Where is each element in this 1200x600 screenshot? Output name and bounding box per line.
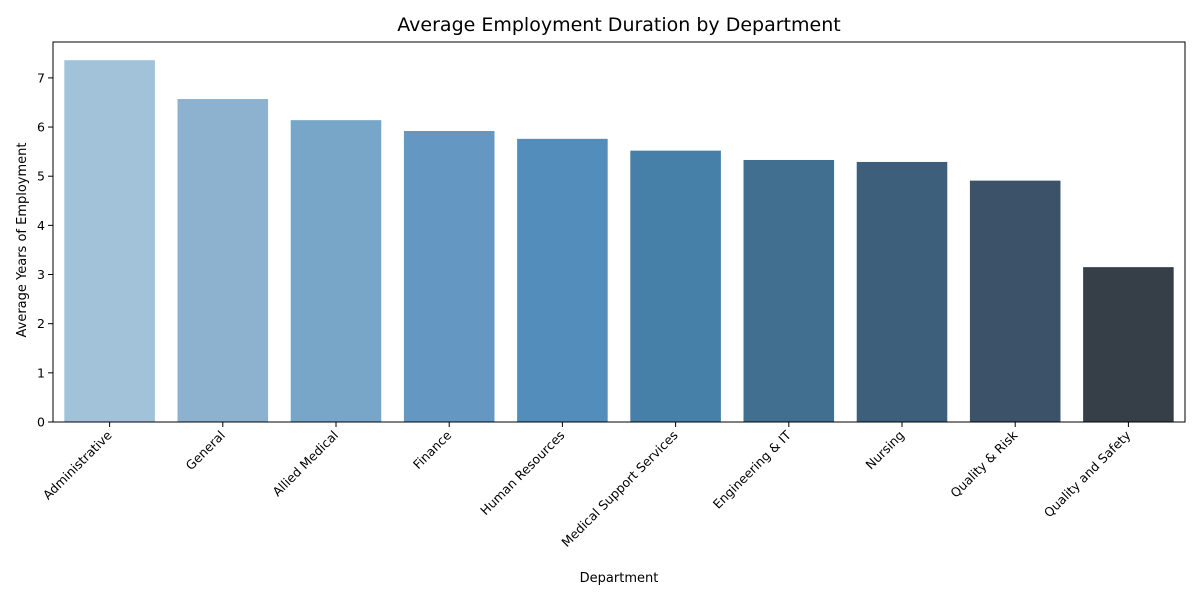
bar-7 [856,161,948,423]
x-tick-label-8: Quality & Risk [947,427,1021,501]
x-tick-label-2: Allied Medical [269,428,341,500]
plot-frame [52,41,1186,423]
bar-3 [403,130,495,422]
y-axis-label: Average Years of Employment [15,143,30,338]
y-tick-label-5: 5 [37,169,45,184]
y-tick-label-4: 4 [37,218,45,233]
y-tick-label-3: 3 [37,267,45,282]
y-tick-label-7: 7 [37,70,45,85]
x-tick-label-0: Administrative [40,427,115,502]
y-tick-label-1: 1 [37,365,45,380]
y-tick-label-6: 6 [37,120,45,135]
bar-2 [290,120,382,423]
y-tick-label-2: 2 [37,316,45,331]
y-tick-label-0: 0 [37,415,45,430]
x-tick-label-3: Finance [410,427,455,472]
bar-0 [64,60,155,422]
x-tick-label-1: General [182,428,227,473]
x-tick-label-9: Quality and Safety [1041,427,1134,520]
y-axis: 0 1 2 3 4 5 6 7 [37,70,53,430]
x-tick-label-7: Nursing [862,428,907,473]
x-axis-label: Department [580,571,659,586]
bar-1 [177,99,269,422]
x-tick-label-6: Engineering & IT [710,427,794,511]
x-axis: Administrative General Allied Medical Finan… [40,422,1134,550]
bar-9 [1083,267,1174,422]
x-tick-label-4: Human Resources [477,428,567,518]
bar-4 [517,138,608,423]
bars-group [64,60,1174,423]
chart-title: Average Employment Duration by Departmen… [397,14,840,36]
bar-6 [743,159,835,423]
bar-8 [969,180,1061,422]
x-tick-label-5: Medical Support Services [558,428,680,550]
bar-5 [630,150,721,422]
